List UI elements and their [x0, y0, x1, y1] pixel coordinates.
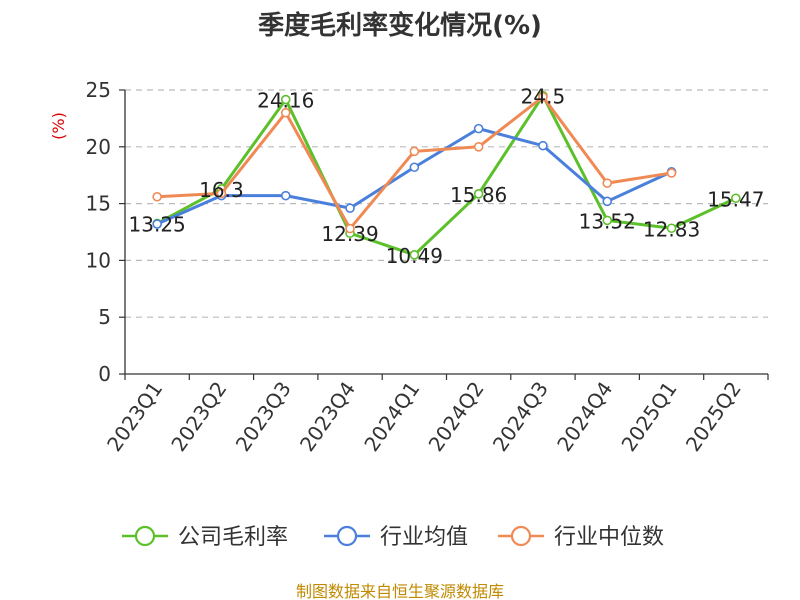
y-tick-label: 10	[86, 248, 111, 272]
legend-label: 公司毛利率	[178, 525, 288, 550]
data-label: 24.16	[257, 89, 314, 113]
data-point	[409, 162, 420, 173]
data-point	[473, 189, 484, 199]
x-tick-label: 2023Q1	[102, 377, 167, 456]
x-tick-label: 2023Q2	[166, 377, 231, 456]
data-point	[152, 191, 162, 202]
x-tick-label: 2025Q2	[681, 377, 746, 456]
data-point	[473, 142, 484, 152]
legend-label: 行业均值	[380, 525, 468, 550]
data-point	[280, 190, 291, 201]
data-point	[538, 92, 548, 102]
source-note: 制图数据来自恒生聚源数据库	[296, 582, 504, 600]
data-point	[409, 146, 420, 157]
data-point	[473, 123, 484, 134]
data-label: 12.39	[321, 222, 378, 246]
data-point	[345, 203, 355, 213]
series-group	[152, 90, 741, 260]
data-point	[731, 193, 741, 204]
data-point	[152, 219, 162, 229]
legend-label: 行业中位数	[554, 525, 664, 550]
data-point	[216, 188, 227, 199]
x-tick-label: 2023Q3	[231, 377, 296, 456]
data-point	[666, 168, 677, 178]
x-tick-label: 2024Q3	[488, 377, 553, 456]
data-point	[280, 94, 291, 105]
data-point	[666, 223, 677, 234]
y-tick-label: 15	[86, 192, 111, 216]
y-tick-label: 0	[98, 362, 111, 386]
y-axis-unit: (%)	[49, 112, 68, 140]
data-label: 16.3	[199, 178, 244, 202]
data-label: 15.86	[450, 183, 507, 207]
x-tick-label: 2025Q1	[616, 377, 681, 456]
grid-lines	[125, 89, 768, 318]
legend-marker	[134, 525, 156, 547]
data-label: 13.25	[129, 212, 186, 236]
series-line	[156, 94, 737, 257]
legend: 公司毛利率 行业均值 行业中位数	[122, 525, 664, 550]
data-point	[538, 140, 548, 151]
data-labels: 13.25 16.3 24.16 12.39 10.49 15.86 24.5 13.52 12…	[129, 85, 765, 268]
y-tick-label: 5	[98, 305, 111, 329]
data-point	[602, 215, 613, 226]
chart-title: 季度毛利率变化情况(%)	[258, 10, 542, 41]
data-point	[280, 107, 291, 118]
y-tick-label: 20	[86, 135, 111, 159]
x-tick-label: 2024Q4	[552, 377, 617, 456]
x-tick-label: 2024Q1	[359, 377, 424, 456]
legend-marker	[336, 525, 358, 547]
data-label: 12.83	[643, 217, 700, 241]
x-tick-label: 2024Q2	[424, 377, 489, 456]
data-point	[602, 196, 613, 207]
data-point	[409, 250, 420, 260]
x-tick-label: 2023Q4	[295, 377, 360, 456]
y-tick-label: 25	[86, 78, 111, 102]
data-point	[602, 178, 613, 188]
legend-marker	[510, 525, 532, 547]
data-label: 15.47	[707, 187, 764, 211]
data-label: 10.49	[386, 244, 443, 268]
data-label: 24.5	[521, 85, 566, 109]
data-label: 13.52	[579, 209, 636, 233]
data-point	[345, 223, 355, 234]
